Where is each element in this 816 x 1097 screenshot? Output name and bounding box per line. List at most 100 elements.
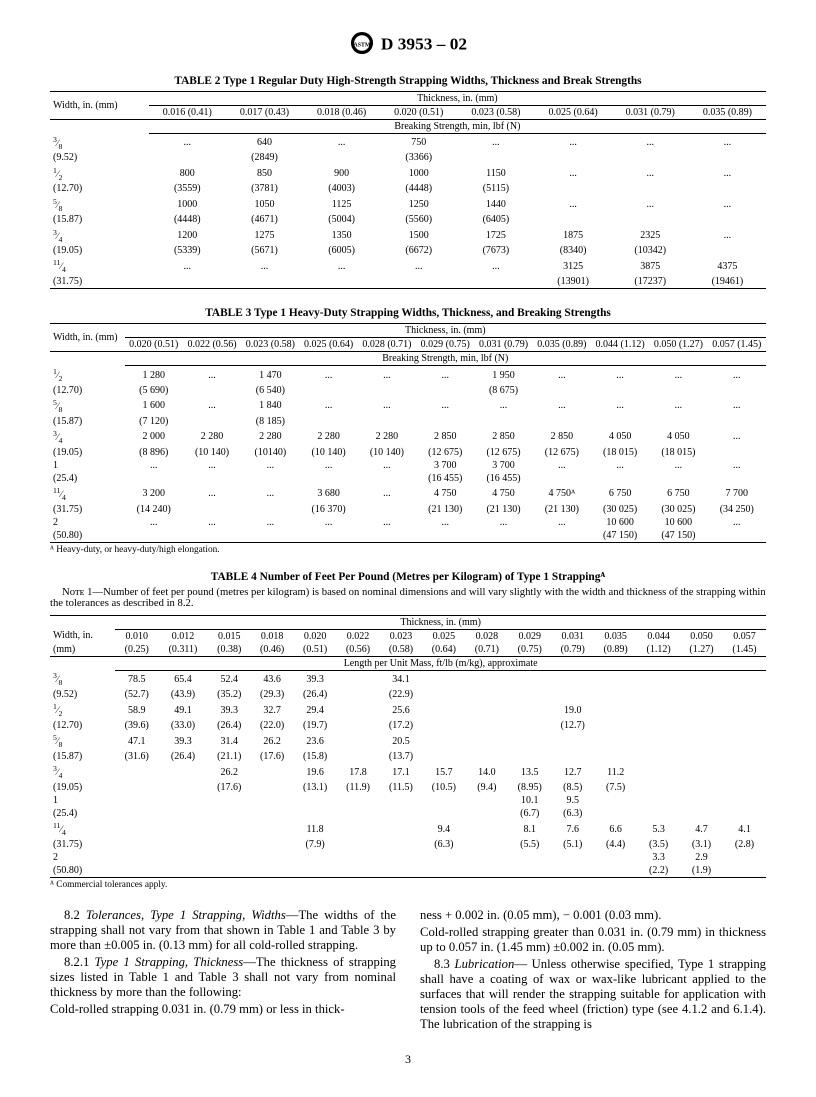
t2-cell: ...: [457, 134, 534, 152]
t4-cell: [158, 851, 208, 864]
t2-cell: 1200: [149, 226, 226, 244]
t3-cell: ...: [708, 516, 766, 529]
t4-cell-mkg: [379, 838, 422, 851]
t4-cell: 49.1: [158, 701, 208, 719]
t3-cell-n: [474, 415, 532, 428]
t2-col: 0.031 (0.79): [612, 106, 689, 120]
t4-cell: 26.2: [251, 732, 294, 750]
t4-cell-mkg: [422, 864, 465, 878]
t2-cell: ...: [689, 195, 766, 213]
t3-cell: 2 850: [416, 428, 474, 446]
t3-col: 0.028 (0.71): [358, 338, 416, 352]
t3-cell: ...: [649, 366, 707, 384]
t2-cell-n: (10342): [612, 244, 689, 257]
t3-col: 0.057 (1.45): [708, 338, 766, 352]
t4-cell: [422, 732, 465, 750]
t3-cell: ...: [358, 397, 416, 415]
t3-width-mm: (15.87): [50, 415, 125, 428]
t3-width-hdr: Width, in. (mm): [50, 324, 125, 352]
t4-cell-mkg: (1.9): [680, 864, 723, 878]
t4-cell-mkg: [551, 750, 594, 763]
t3-cell-n: (12 675): [416, 446, 474, 459]
t2-cell: 1125: [303, 195, 380, 213]
t2-cell-n: (5339): [149, 244, 226, 257]
t4-cell-mkg: (6.7): [508, 807, 551, 820]
t4-cell-mkg: [508, 688, 551, 701]
t3-cell-n: (10 140): [299, 446, 357, 459]
t3-cell: ...: [474, 516, 532, 529]
t2-cell: ...: [149, 134, 226, 152]
t3-cell: ...: [591, 397, 649, 415]
t3-cell: ...: [358, 459, 416, 472]
t3-cell-n: [591, 415, 649, 428]
t3-cell: 6 750: [649, 485, 707, 503]
t2-cell-n: [612, 151, 689, 164]
t3-cell-n: [591, 384, 649, 397]
t3-cell: 1 840: [241, 397, 299, 415]
t3-cell-n: [708, 472, 766, 485]
t3-cell: 4 050: [591, 428, 649, 446]
t3-cell-n: [358, 384, 416, 397]
t4-cell-mkg: [594, 750, 637, 763]
designation: D 3953 – 02: [381, 34, 467, 53]
t4-width: 3⁄4: [50, 763, 115, 781]
t4-cell-mkg: (10.5): [422, 781, 465, 794]
t4-cell: 4.1: [723, 820, 766, 838]
t4-cell: 34.1: [379, 670, 422, 688]
table3-title: TABLE 3 Type 1 Heavy-Duty Strapping Widt…: [50, 307, 766, 319]
t4-cell: 58.9: [115, 701, 158, 719]
t2-cell-n: [535, 151, 612, 164]
t4-cell: [115, 851, 158, 864]
t2-cell-n: (3366): [380, 151, 457, 164]
t4-col-mm: (0.71): [465, 643, 508, 657]
t4-cell-mkg: [337, 719, 380, 732]
t4-cell-mkg: [465, 807, 508, 820]
t4-cell: [422, 851, 465, 864]
t4-width-mm: (12.70): [50, 719, 115, 732]
t3-cell-n: (18 015): [649, 446, 707, 459]
t2-cell: 1725: [457, 226, 534, 244]
t3-cell-n: (6 540): [241, 384, 299, 397]
t2-cell: 750: [380, 134, 457, 152]
t4-cell: [158, 820, 208, 838]
t4-cell: [637, 763, 680, 781]
t3-col: 0.035 (0.89): [533, 338, 591, 352]
t4-width: 11⁄4: [50, 820, 115, 838]
t2-width-mm: (19.05): [50, 244, 149, 257]
t3-cell: ...: [299, 516, 357, 529]
t4-cell-mkg: [637, 781, 680, 794]
t4-cell-mkg: (17.6): [208, 781, 251, 794]
t4-col: 0.044: [637, 629, 680, 643]
t4-cell-mkg: (9.4): [465, 781, 508, 794]
t4-cell-mkg: (8.95): [508, 781, 551, 794]
t3-cell: ...: [649, 459, 707, 472]
t4-cell-mkg: [594, 807, 637, 820]
t4-cell: 47.1: [115, 732, 158, 750]
t4-cell-mkg: [158, 807, 208, 820]
t3-cell-n: [299, 529, 357, 543]
t3-cell: ...: [416, 397, 474, 415]
t2-cell: ...: [689, 164, 766, 182]
t4-cell-mkg: (2.8): [723, 838, 766, 851]
t3-cell: 1 470: [241, 366, 299, 384]
t3-cell-n: [299, 384, 357, 397]
t4-cell-mkg: [594, 864, 637, 878]
t4-cell: [594, 732, 637, 750]
t4-cell: 20.5: [379, 732, 422, 750]
t4-cell-mkg: [337, 750, 380, 763]
t2-cell-n: [303, 151, 380, 164]
t4-cell-mkg: [158, 864, 208, 878]
t2-cell: 1000: [380, 164, 457, 182]
t4-cell-mkg: (7.5): [594, 781, 637, 794]
t4-cell: 32.7: [251, 701, 294, 719]
t3-cell: ...: [183, 516, 241, 529]
t3-cell: 2 280: [299, 428, 357, 446]
t2-cell-n: (3559): [149, 182, 226, 195]
t2-width: 5⁄8: [50, 195, 149, 213]
t2-cell-n: (13901): [535, 275, 612, 289]
t3-cell-n: (10 140): [183, 446, 241, 459]
t4-cell-mkg: [508, 719, 551, 732]
t2-cell: ...: [226, 257, 303, 275]
t4-cell: 5.3: [637, 820, 680, 838]
t3-cell: 1 280: [125, 366, 183, 384]
